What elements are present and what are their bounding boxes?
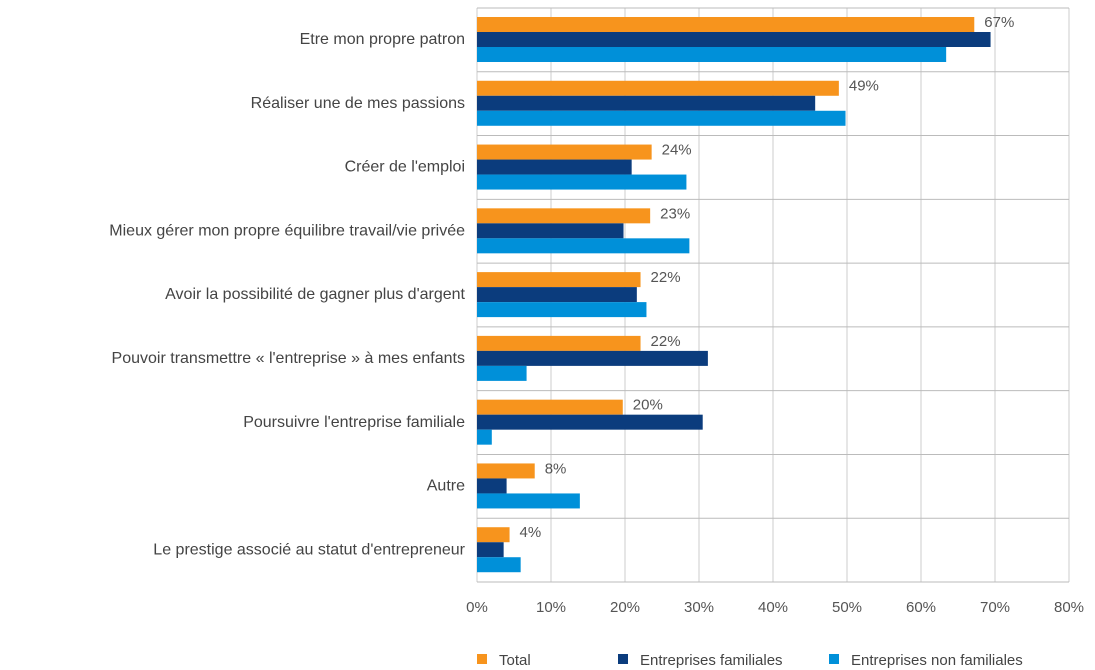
legend-swatch	[829, 654, 839, 664]
x-tick-label: 10%	[536, 599, 566, 616]
data-label: 20%	[633, 397, 663, 414]
bar	[477, 159, 632, 175]
category-label: Etre mon propre patron	[300, 31, 465, 48]
category-label: Le prestige associé au statut d'entrepre…	[153, 541, 465, 558]
x-tick-label: 0%	[466, 599, 488, 616]
bar	[477, 527, 510, 543]
data-label: 4%	[520, 524, 542, 541]
data-label: 23%	[660, 205, 690, 222]
bar	[477, 493, 580, 509]
bar	[477, 110, 846, 126]
bar	[477, 350, 708, 366]
data-label: 22%	[651, 333, 681, 350]
category-label: Mieux gérer mon propre équilibre travail…	[109, 222, 465, 239]
legend-label: Entreprises familiales	[640, 652, 783, 669]
category-label: Poursuivre l'entreprise familiale	[243, 414, 465, 431]
bar	[477, 429, 492, 445]
bar	[477, 557, 521, 573]
x-tick-label: 60%	[906, 599, 936, 616]
bar	[477, 80, 839, 96]
bar	[477, 32, 991, 47]
bar	[477, 144, 652, 160]
bar	[477, 463, 535, 479]
bar	[477, 335, 641, 351]
bar	[477, 223, 624, 239]
bar	[477, 17, 975, 32]
x-tick-label: 30%	[684, 599, 714, 616]
legend-label: Entreprises non familiales	[851, 652, 1023, 669]
x-tick-label: 50%	[832, 599, 862, 616]
bar	[477, 47, 947, 62]
data-label: 24%	[662, 142, 692, 159]
legend-label: Total	[499, 652, 531, 669]
bar	[477, 174, 687, 190]
bar	[477, 302, 647, 318]
bar	[477, 478, 507, 494]
legend-swatch	[477, 654, 487, 664]
bar	[477, 95, 816, 111]
bar	[477, 365, 527, 381]
category-label: Pouvoir transmettre « l'entreprise » à m…	[112, 350, 465, 367]
category-label: Créer de l'emploi	[345, 159, 465, 176]
category-label: Avoir la possibilité de gagner plus d'ar…	[165, 286, 465, 303]
x-tick-label: 40%	[758, 599, 788, 616]
bar	[477, 272, 641, 288]
bar	[477, 542, 504, 558]
data-label: 49%	[849, 78, 879, 95]
x-tick-label: 80%	[1054, 599, 1084, 616]
x-tick-label: 70%	[980, 599, 1010, 616]
bar	[477, 399, 623, 415]
data-label: 8%	[545, 460, 567, 477]
legend-swatch	[618, 654, 628, 664]
data-label: 22%	[651, 269, 681, 286]
bar	[477, 287, 637, 303]
bar	[477, 208, 651, 224]
bar	[477, 238, 690, 254]
category-label: Réaliser une de mes passions	[251, 95, 465, 112]
x-tick-label: 20%	[610, 599, 640, 616]
bar	[477, 414, 703, 430]
category-label: Autre	[427, 478, 465, 495]
data-label: 67%	[984, 14, 1014, 31]
